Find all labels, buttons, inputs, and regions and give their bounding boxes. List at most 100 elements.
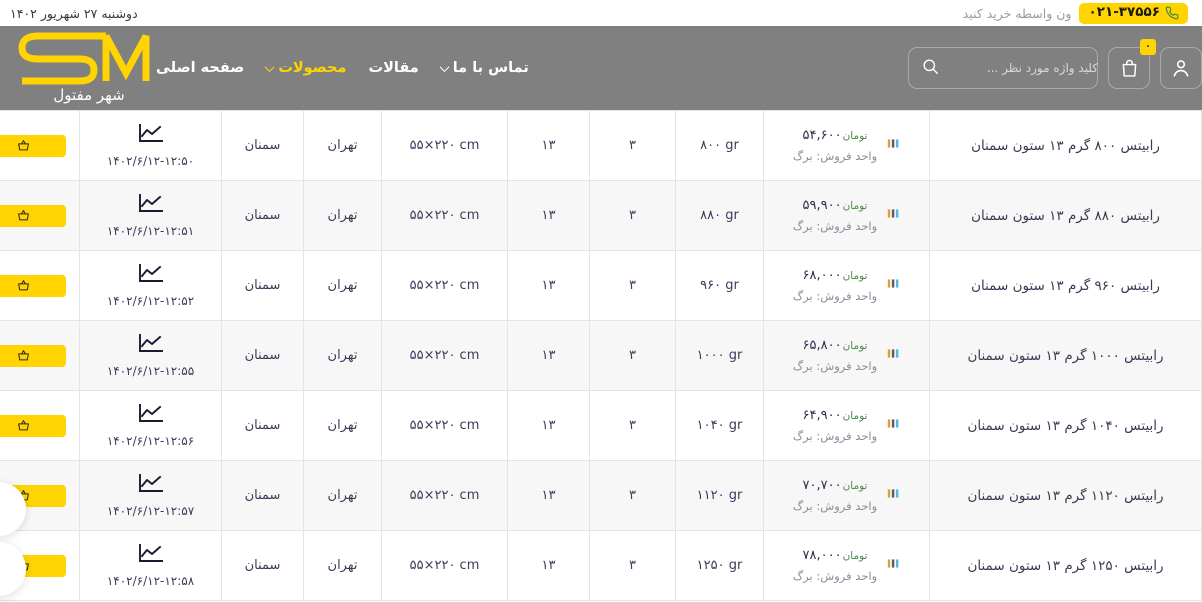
bars-icon[interactable]: [887, 277, 900, 294]
cell-price-history[interactable]: ۱۴۰۲/۶/۱۲-۱۲:۵۸: [79, 530, 222, 601]
price-value: ۶۴,۹۰۰: [802, 408, 842, 423]
basket-icon: [18, 210, 29, 221]
phone-number-text: ۰۲۱-۳۷۵۵۶: [1088, 3, 1160, 20]
price-value: ۷۸,۰۰۰: [802, 548, 842, 563]
search-icon: [921, 57, 940, 80]
last-update-datetime: ۱۴۰۲/۶/۱۲-۱۲:۵۸: [106, 574, 195, 588]
line-chart-icon[interactable]: [138, 473, 164, 497]
bars-icon[interactable]: [887, 417, 900, 434]
main-navigation: تماس با ما مقالات محصولات صفحه اصلی: [156, 60, 529, 76]
cell-price-history[interactable]: ۱۴۰۲/۶/۱۲-۱۲:۵۷: [79, 460, 222, 531]
cell-city: تهران: [303, 460, 382, 531]
cell-number-1: ۳: [589, 180, 676, 251]
product-name: رابیتس ۹۶۰ گرم ۱۳ ستون سمنان: [971, 277, 1160, 294]
cell-weight: ۱۲۵۰ gr: [675, 530, 764, 601]
site-logo[interactable]: شهر مفتول: [14, 26, 164, 110]
dimensions-value: ۵۵×۲۲۰ cm: [409, 348, 480, 363]
basket-icon: [18, 280, 29, 291]
add-to-cart-button[interactable]: [0, 204, 66, 227]
dimensions-value: ۵۵×۲۲۰ cm: [409, 278, 480, 293]
price-value: ۶۸,۰۰۰: [802, 268, 842, 283]
dimensions-value: ۵۵×۲۲۰ cm: [409, 138, 480, 153]
bars-icon[interactable]: [887, 557, 900, 574]
line-chart-icon[interactable]: [138, 193, 164, 217]
topbar-note-text: ون واسطه خرید کنید: [962, 5, 1072, 21]
line-chart-icon[interactable]: [138, 403, 164, 427]
nav-item-products[interactable]: محصولات: [264, 60, 347, 76]
last-update-datetime: ۱۴۰۲/۶/۱۲-۱۲:۵۲: [106, 294, 195, 308]
cell-dimensions: ۵۵×۲۲۰ cm: [381, 110, 508, 181]
currency-label: تومان: [842, 130, 868, 142]
product-name: رابیتس ۱۰۰۰ گرم ۱۳ ستون سمنان: [967, 347, 1164, 364]
nav-item-contact[interactable]: تماس با ما: [439, 60, 529, 76]
cell-price-history[interactable]: ۱۴۰۲/۶/۱۲-۱۲:۵۶: [79, 390, 222, 461]
table-row[interactable]: رابیتس ۹۶۰ گرم ۱۳ ستون سمنان تومان ۶۸,۰۰۰ و…: [0, 250, 1202, 321]
cell-number-1: ۳: [589, 460, 676, 531]
weight-value: ۸۰۰ gr: [700, 138, 739, 153]
last-update-datetime: ۱۴۰۲/۶/۱۲-۱۲:۵۶: [106, 434, 195, 448]
cell-dimensions: ۵۵×۲۲۰ cm: [381, 460, 508, 531]
table-row[interactable]: رابیتس ۸۰۰ گرم ۱۳ ستون سمنان تومان ۵۴,۶۰۰ و…: [0, 110, 1202, 181]
sale-unit-label: واحد فروش: برگ: [792, 429, 878, 443]
cell-price-history[interactable]: ۱۴۰۲/۶/۱۲-۱۲:۵۰: [79, 110, 222, 181]
cell-price-history[interactable]: ۱۴۰۲/۶/۱۲-۱۲:۵۵: [79, 320, 222, 391]
bars-icon[interactable]: [887, 487, 900, 504]
basket-icon: [18, 350, 29, 361]
cell-number-2: ۱۳: [507, 320, 590, 391]
topbar-date: دوشنبه ۲۷ شهریور ۱۴۰۲: [10, 5, 138, 21]
line-chart-icon[interactable]: [138, 333, 164, 357]
add-to-cart-button[interactable]: [0, 274, 66, 297]
line-chart-icon[interactable]: [138, 123, 164, 147]
nav-item-contact-label: تماس با ما: [452, 60, 529, 76]
last-update-datetime: ۱۴۰۲/۶/۱۲-۱۲:۵۱: [106, 224, 195, 238]
currency-label: تومان: [842, 200, 868, 212]
bars-icon[interactable]: [887, 347, 900, 364]
account-button[interactable]: [1160, 47, 1202, 89]
cell-buy: [0, 390, 80, 461]
cart-button[interactable]: ۰: [1108, 39, 1156, 89]
header-tools: ۰: [908, 39, 1202, 89]
table-row[interactable]: رابیتس ۱۰۰۰ گرم ۱۳ ستون سمنان تومان ۶۵,۸۰۰…: [0, 320, 1202, 391]
cell-dimensions: ۵۵×۲۲۰ cm: [381, 530, 508, 601]
cell-weight: ۱۰۰۰ gr: [675, 320, 764, 391]
add-to-cart-button[interactable]: [0, 414, 66, 437]
table-row[interactable]: رابیتس ۱۲۵۰ گرم ۱۳ ستون سمنان تومان ۷۸,۰۰۰…: [0, 530, 1202, 601]
cell-price-history[interactable]: ۱۴۰۲/۶/۱۲-۱۲:۵۲: [79, 250, 222, 321]
bars-icon[interactable]: [887, 207, 900, 224]
cell-price: تومان ۶۴,۹۰۰ واحد فروش: برگ: [763, 390, 930, 461]
cell-factory: سمنان: [221, 390, 304, 461]
product-price-table-container[interactable]: رابیتس ۸۰۰ گرم ۱۳ ستون سمنان تومان ۵۴,۶۰۰ و…: [0, 110, 1202, 602]
cell-number-2: ۱۳: [507, 180, 590, 251]
add-to-cart-button[interactable]: [0, 344, 66, 367]
price-value: ۶۵,۸۰۰: [802, 338, 842, 353]
table-row[interactable]: رابیتس ۸۸۰ گرم ۱۳ ستون سمنان تومان ۵۹,۹۰۰ و…: [0, 180, 1202, 251]
add-to-cart-button[interactable]: [0, 134, 66, 157]
line-chart-icon[interactable]: [138, 543, 164, 567]
cell-number-1: ۳: [589, 110, 676, 181]
cell-price: تومان ۶۵,۸۰۰ واحد فروش: برگ: [763, 320, 930, 391]
cell-product-name: رابیتس ۱۰۰۰ گرم ۱۳ ستون سمنان: [929, 320, 1202, 391]
cell-price: تومان ۶۸,۰۰۰ واحد فروش: برگ: [763, 250, 930, 321]
cell-factory: سمنان: [221, 180, 304, 251]
nav-item-home[interactable]: صفحه اصلی: [156, 60, 244, 76]
cell-city: تهران: [303, 390, 382, 461]
nav-item-articles[interactable]: مقالات: [369, 60, 419, 76]
cell-price: تومان ۵۹,۹۰۰ واحد فروش: برگ: [763, 180, 930, 251]
search-box[interactable]: [908, 47, 1098, 89]
nav-item-products-label: محصولات: [278, 60, 347, 76]
phone-number-pill[interactable]: ۰۲۱-۳۷۵۵۶: [1079, 2, 1188, 24]
search-input[interactable]: [948, 61, 1098, 75]
cell-price-history[interactable]: ۱۴۰۲/۶/۱۲-۱۲:۵۱: [79, 180, 222, 251]
bars-icon[interactable]: [887, 137, 900, 154]
table-row[interactable]: رابیتس ۱۱۲۰ گرم ۱۳ ستون سمنان تومان ۷۰,۷۰۰…: [0, 460, 1202, 531]
cell-factory: سمنان: [221, 460, 304, 531]
table-row[interactable]: رابیتس ۱۰۴۰ گرم ۱۳ ستون سمنان تومان ۶۴,۹۰۰…: [0, 390, 1202, 461]
cell-product-name: رابیتس ۱۱۲۰ گرم ۱۳ ستون سمنان: [929, 460, 1202, 531]
cell-price: تومان ۷۸,۰۰۰ واحد فروش: برگ: [763, 530, 930, 601]
line-chart-icon[interactable]: [138, 263, 164, 287]
last-update-datetime: ۱۴۰۲/۶/۱۲-۱۲:۵۰: [106, 154, 195, 168]
chevron-down-icon: [264, 61, 275, 72]
site-header: ۰ تماس با ما مقالات محصولات صفحه اصلی: [0, 26, 1202, 110]
sale-unit-label: واحد فروش: برگ: [792, 569, 878, 583]
currency-label: تومان: [842, 270, 868, 282]
